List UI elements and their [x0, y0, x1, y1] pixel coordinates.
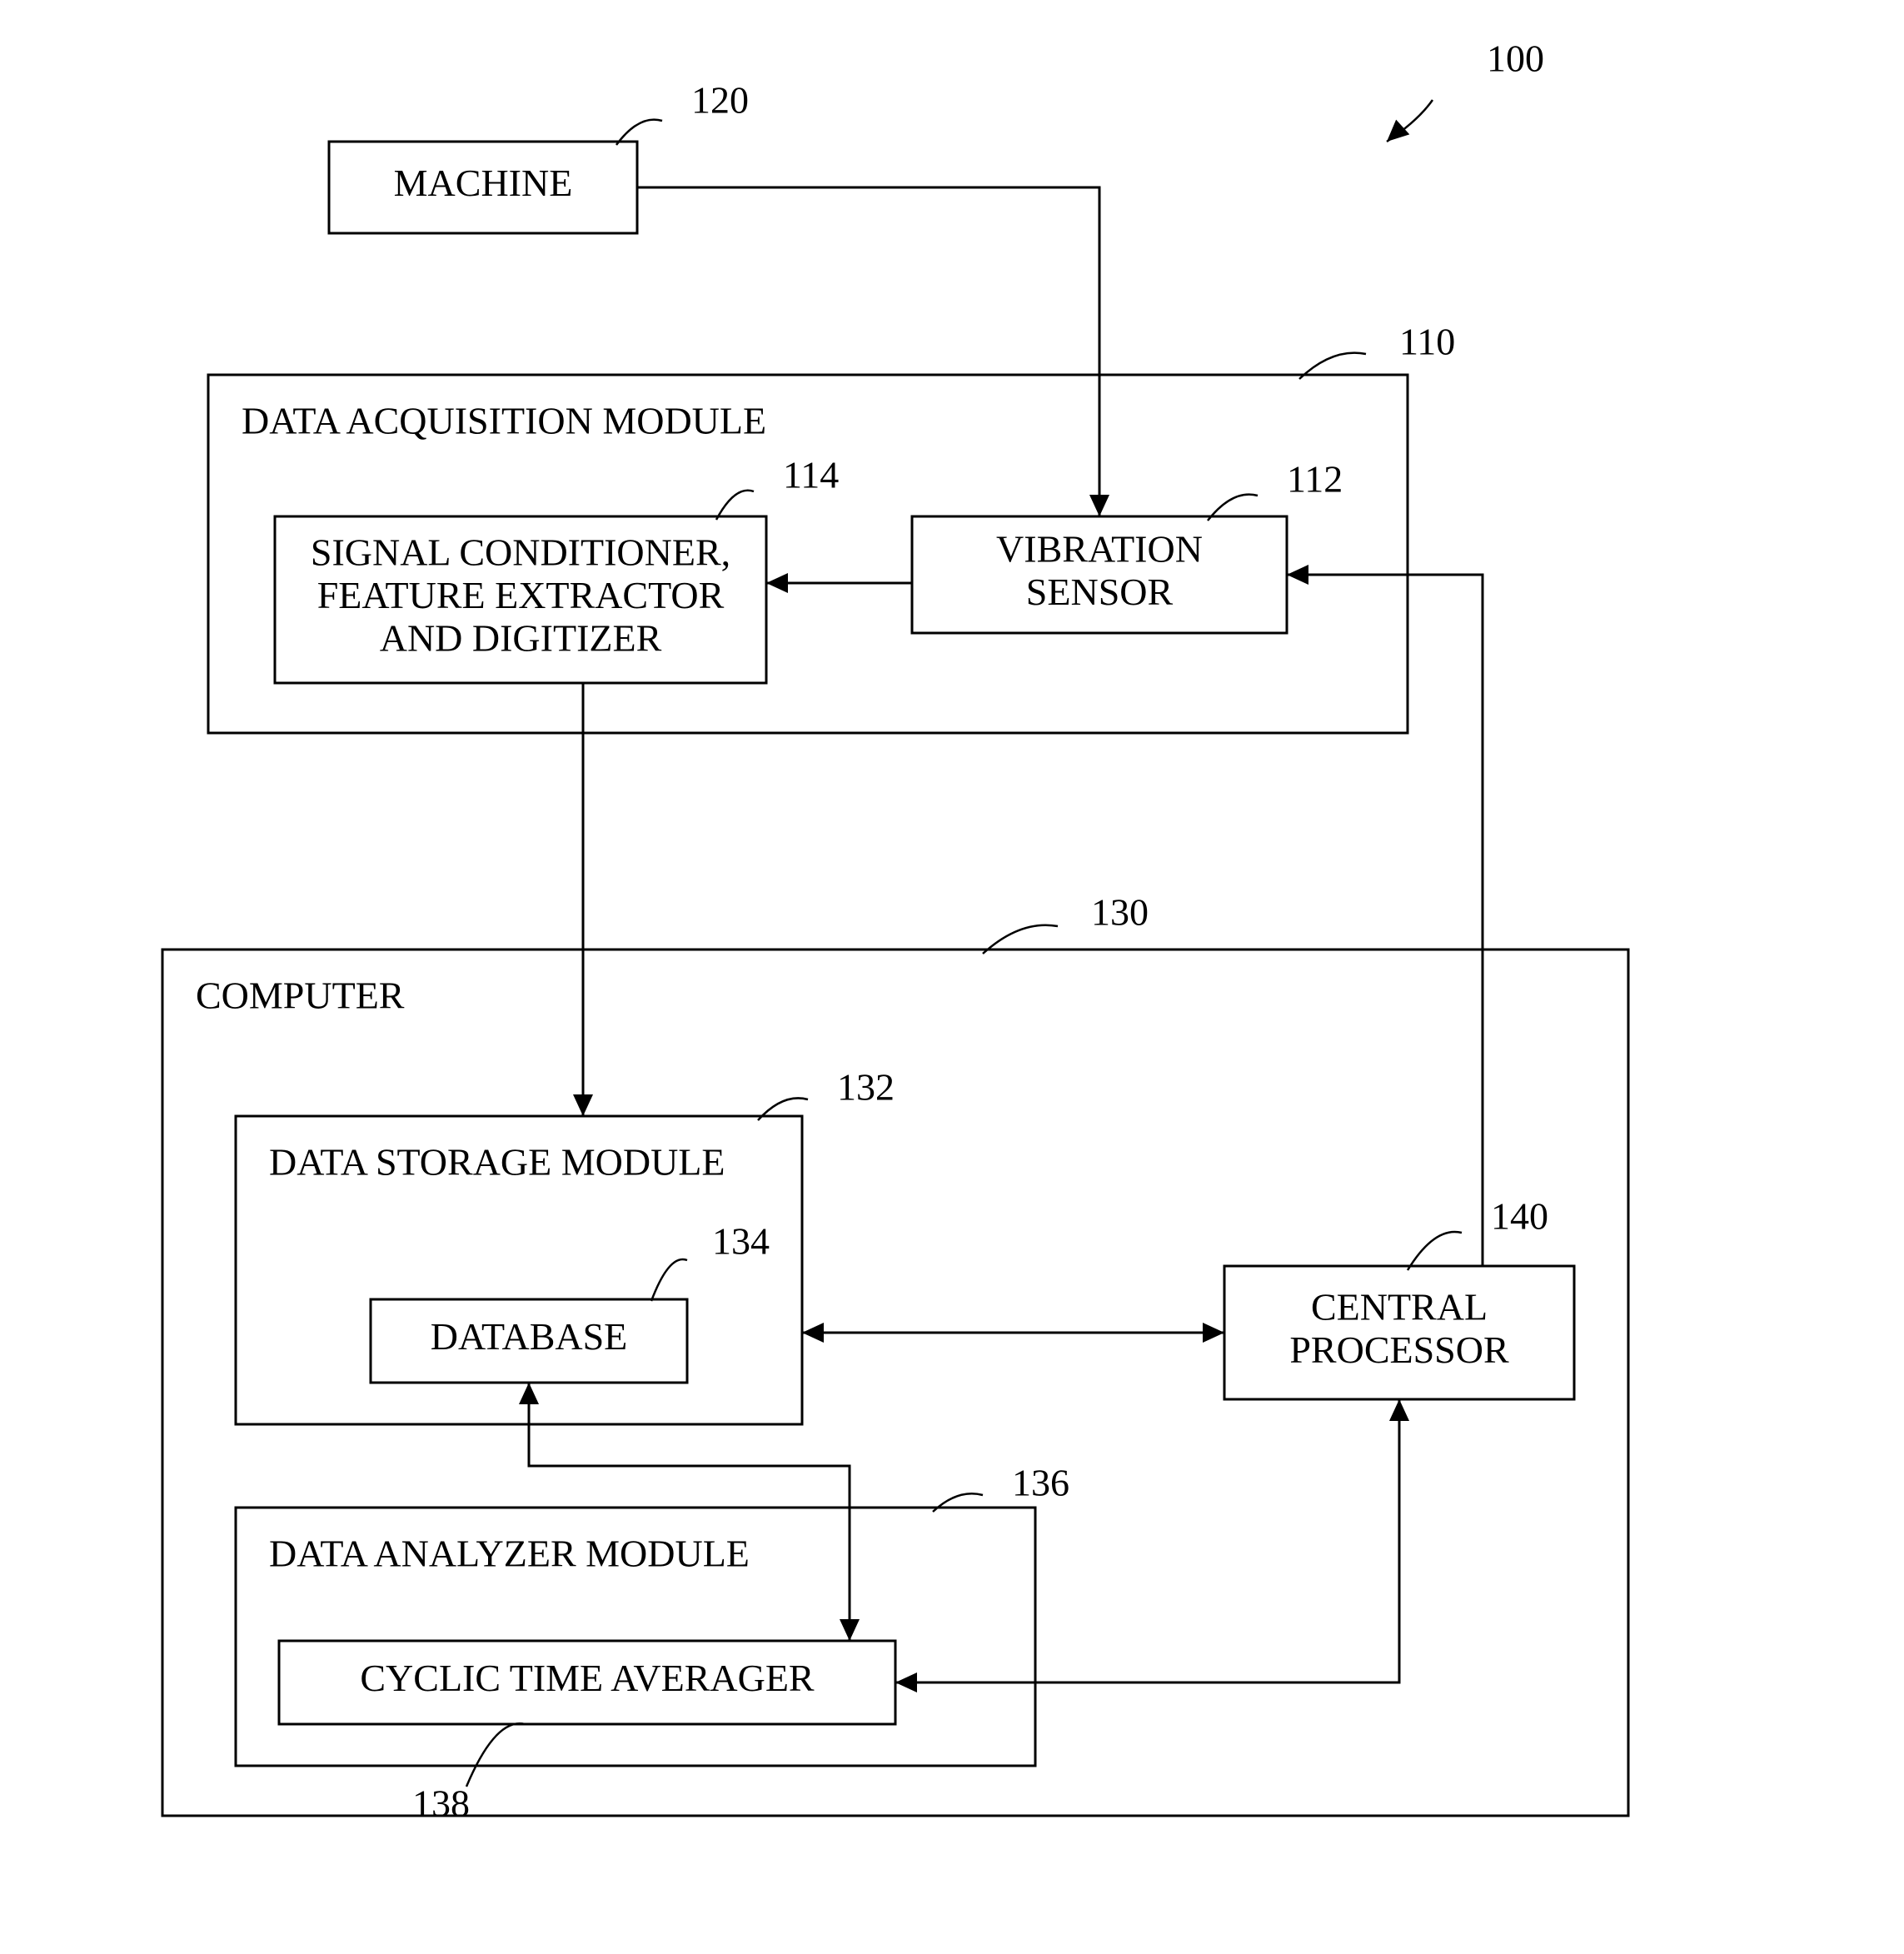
- node-dam-label: DATA ACQUISITION MODULE: [242, 399, 766, 441]
- node-vibsens-ref: 112: [1287, 458, 1343, 501]
- node-cpu-ref: 140: [1491, 1195, 1548, 1238]
- node-machine-ref: 120: [691, 79, 749, 122]
- node-cpu-label: PROCESSOR: [1289, 1328, 1509, 1371]
- node-dam2-label: DATA ANALYZER MODULE: [269, 1532, 750, 1574]
- node-vibsens-label: VIBRATION: [996, 527, 1203, 570]
- node-computer-ref: 130: [1091, 891, 1149, 934]
- node-database-ref: 134: [712, 1220, 770, 1263]
- node-cta-ref: 138: [412, 1782, 470, 1825]
- node-dam2-ref: 136: [1012, 1462, 1069, 1504]
- node-scfe-label: FEATURE EXTRACTOR: [317, 574, 725, 616]
- node-machine-label: MACHINE: [394, 162, 573, 204]
- node-database-label: DATABASE: [431, 1315, 628, 1358]
- block-diagram: MACHINE 120 DATA ACQUISITION MODULE 110 SIGN…: [0, 0, 1904, 1954]
- node-scfe-ref: 114: [783, 454, 839, 496]
- node-computer-label: COMPUTER: [196, 974, 405, 1016]
- node-dam-ref: 110: [1399, 321, 1455, 363]
- node-scfe-label: AND DIGITIZER: [380, 617, 662, 660]
- node-dsm-ref: 132: [837, 1066, 895, 1109]
- svg-text:100: 100: [1487, 37, 1544, 80]
- node-dsm-label: DATA STORAGE MODULE: [269, 1140, 725, 1183]
- node-vibsens-label: SENSOR: [1026, 571, 1174, 613]
- node-scfe-label: SIGNAL CONDITIONER,: [311, 531, 730, 574]
- node-cpu-label: CENTRAL: [1311, 1285, 1488, 1328]
- node-cta-label: CYCLIC TIME AVERAGER: [360, 1657, 815, 1699]
